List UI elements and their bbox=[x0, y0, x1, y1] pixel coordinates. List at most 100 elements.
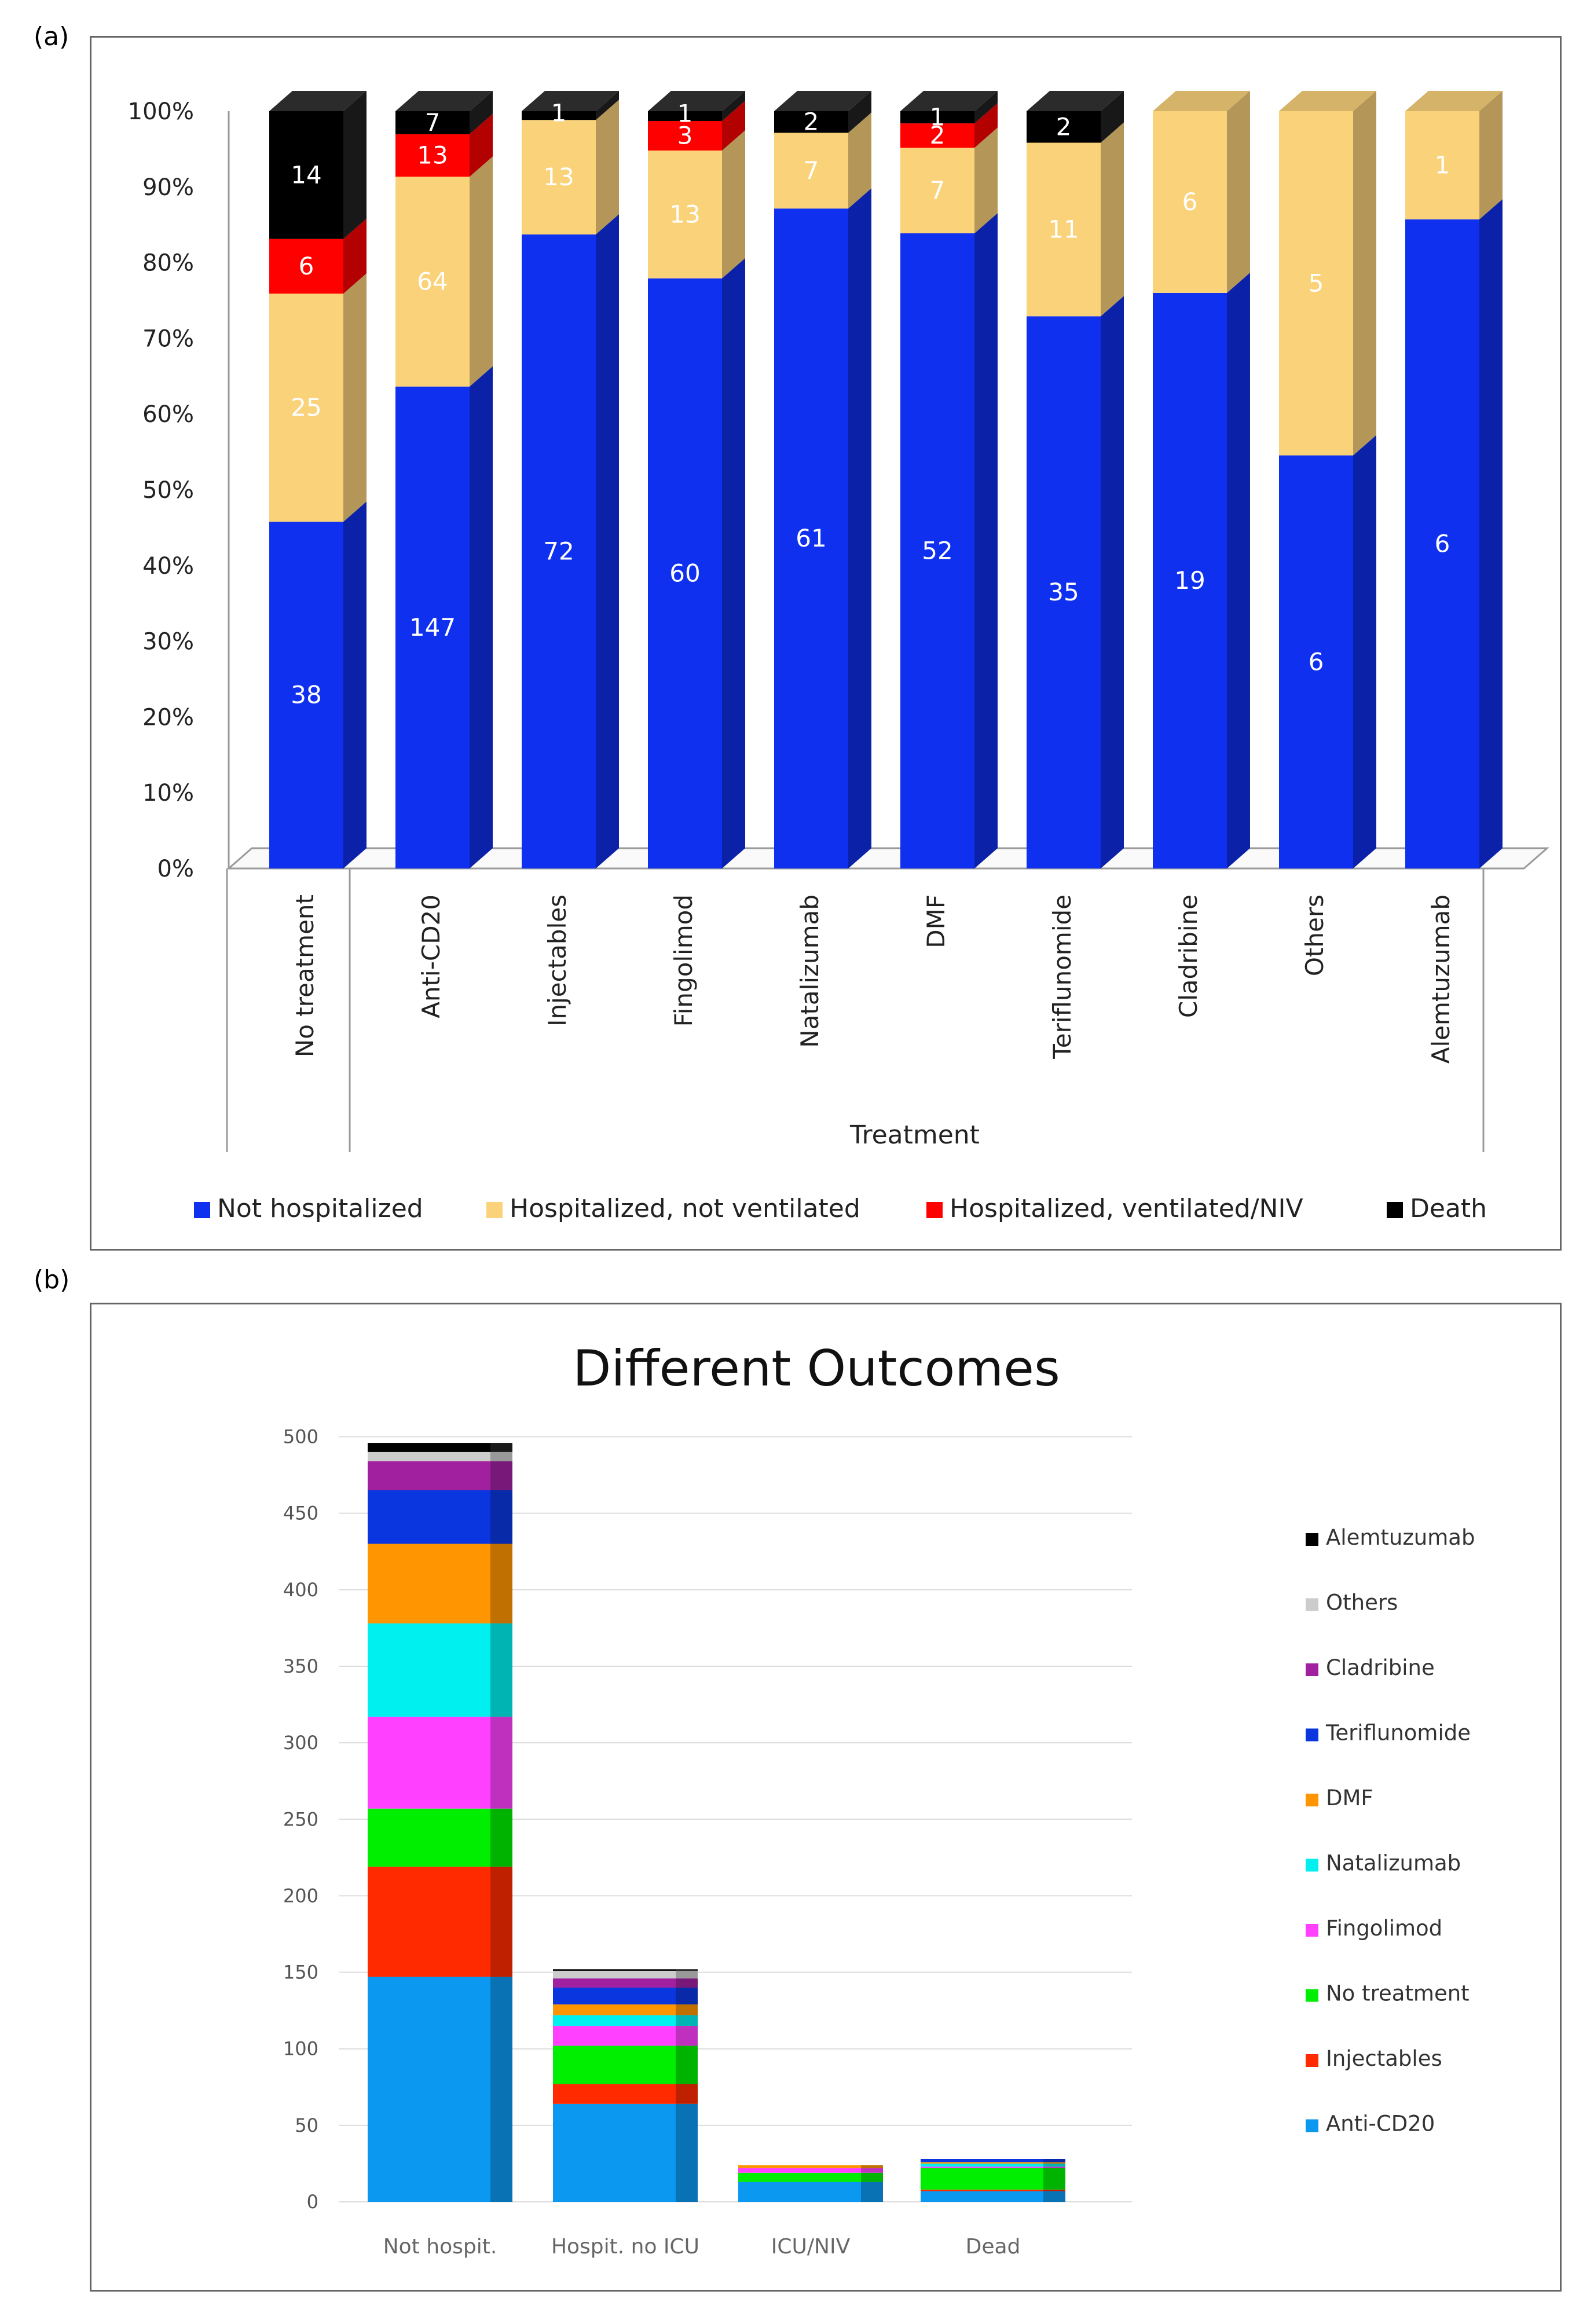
bar-side bbox=[490, 1461, 512, 1491]
data-label: 147 bbox=[409, 613, 456, 642]
bar-segment bbox=[774, 208, 848, 869]
data-label: 35 bbox=[1048, 578, 1079, 606]
legend-swatch bbox=[194, 1202, 210, 1218]
y-tick-label: 20% bbox=[142, 704, 194, 731]
data-label: 19 bbox=[1174, 566, 1205, 595]
bar-top bbox=[774, 91, 871, 111]
bar-side bbox=[861, 2165, 883, 2168]
category-label: Cladribine bbox=[1174, 895, 1203, 1018]
bar-segment bbox=[553, 2015, 676, 2026]
bar-side bbox=[1227, 272, 1250, 868]
category-label: Teriflunomide bbox=[1048, 895, 1076, 1060]
bar-top bbox=[1153, 91, 1250, 111]
data-label: 7 bbox=[804, 156, 819, 185]
bar-segment bbox=[1405, 111, 1479, 219]
legend-swatch bbox=[1306, 1663, 1318, 1676]
bar-side bbox=[676, 1987, 698, 2005]
category-label: Not hospit. bbox=[383, 2235, 497, 2259]
data-label: 61 bbox=[796, 524, 826, 552]
bar-side bbox=[1479, 199, 1503, 868]
bar-side bbox=[596, 100, 619, 234]
y-tick-label: 40% bbox=[142, 553, 194, 580]
bar-segment bbox=[395, 386, 470, 868]
bar-side bbox=[722, 258, 745, 868]
bar-side bbox=[722, 91, 745, 121]
y-tick-label: 50 bbox=[295, 2114, 318, 2136]
bar-side bbox=[676, 2026, 698, 2046]
bar-segment bbox=[553, 2103, 676, 2202]
bar-side bbox=[1227, 91, 1250, 293]
bar-side bbox=[490, 1623, 512, 1717]
bar-top bbox=[900, 91, 998, 111]
data-label: 1 bbox=[930, 103, 946, 131]
bar-side bbox=[848, 91, 871, 133]
bar-segment bbox=[553, 2084, 676, 2104]
bar-side bbox=[596, 214, 619, 869]
category-label: Fingolimod bbox=[669, 895, 698, 1027]
bar-segment bbox=[921, 2163, 1043, 2167]
bar-side bbox=[343, 501, 367, 868]
bar-side bbox=[1353, 435, 1376, 868]
data-label: 52 bbox=[922, 536, 952, 564]
legend-label: DMF bbox=[1326, 1786, 1373, 1810]
bar-segment bbox=[395, 177, 470, 387]
bar-segment bbox=[269, 294, 343, 522]
category-label: Hospit. no ICU bbox=[551, 2235, 699, 2259]
bar-side bbox=[490, 1808, 512, 1867]
bar-segment bbox=[368, 1461, 490, 1491]
bar-top bbox=[522, 91, 619, 111]
legend-swatch bbox=[1387, 1202, 1403, 1218]
data-label: 25 bbox=[291, 393, 321, 421]
bar-side bbox=[1043, 2163, 1065, 2167]
y-tick-label: 150 bbox=[283, 1962, 318, 1984]
y-tick-label: 70% bbox=[142, 325, 194, 352]
bar-side bbox=[676, 1978, 698, 1988]
legend-label: Injectables bbox=[1326, 2046, 1442, 2071]
bar-side bbox=[343, 273, 367, 522]
bar-segment bbox=[738, 2182, 861, 2202]
bar-side bbox=[490, 1544, 512, 1623]
data-label: 14 bbox=[291, 160, 321, 189]
bar-side bbox=[343, 218, 367, 294]
bar-top bbox=[1405, 91, 1503, 111]
bar-segment bbox=[921, 2167, 1043, 2168]
legend-swatch bbox=[1306, 1598, 1318, 1611]
bar-segment bbox=[395, 134, 470, 177]
bar-segment bbox=[900, 148, 974, 233]
bar-side bbox=[676, 2004, 698, 2015]
bar-side bbox=[1101, 91, 1124, 143]
data-label: 72 bbox=[543, 537, 574, 565]
legend-swatch bbox=[1306, 1533, 1318, 1546]
bar-segment bbox=[269, 522, 343, 868]
legend-label: Teriflunomide bbox=[1325, 1721, 1471, 1746]
bar-side bbox=[1043, 2191, 1065, 2202]
data-label: 7 bbox=[930, 176, 946, 204]
bar-side bbox=[470, 366, 493, 868]
legend-label: Anti-CD20 bbox=[1326, 2112, 1435, 2136]
bar-segment bbox=[1153, 111, 1227, 293]
data-label: 2 bbox=[804, 108, 819, 136]
legend-label: Cladribine bbox=[1326, 1655, 1435, 1680]
bar-side bbox=[861, 2182, 883, 2202]
data-label: 6 bbox=[1309, 647, 1324, 676]
data-label: 6 bbox=[1182, 188, 1198, 216]
bar-segment bbox=[648, 111, 722, 121]
bar-segment bbox=[368, 1808, 490, 1867]
bar-segment bbox=[368, 1717, 490, 1809]
bar-segment bbox=[900, 123, 974, 148]
bar-top bbox=[1279, 91, 1376, 111]
category-label: Dead bbox=[966, 2235, 1021, 2259]
bar-side bbox=[470, 113, 493, 177]
y-tick-label: 90% bbox=[142, 174, 194, 201]
bar-segment bbox=[774, 133, 848, 209]
legend-label: Hospitalized, ventilated/NIV bbox=[950, 1194, 1303, 1223]
legend-swatch bbox=[926, 1202, 943, 1218]
bar-segment bbox=[522, 111, 596, 120]
legend-swatch bbox=[1306, 2119, 1318, 2132]
bar-side bbox=[861, 2172, 883, 2182]
y-tick-label: 0 bbox=[307, 2191, 318, 2213]
y-tick-label: 30% bbox=[142, 629, 194, 655]
chart-title: Different Outcomes bbox=[573, 1340, 1060, 1398]
bar-side bbox=[676, 2103, 698, 2202]
bar-segment bbox=[553, 1969, 676, 1971]
